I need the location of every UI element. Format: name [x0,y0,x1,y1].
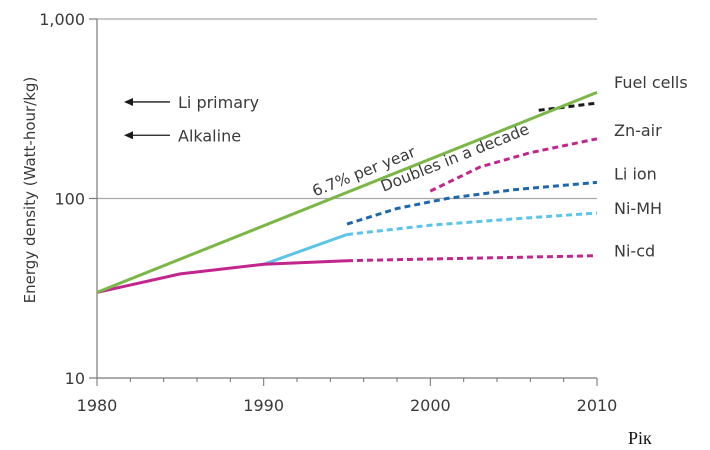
x-tick-label-2000: 2000 [410,396,451,415]
y-tick-label-100: 100 [54,190,85,209]
series-label-ni-mh: Ni-MH [614,199,662,218]
grid-layer [97,18,597,200]
series-segment-6 [96,259,348,294]
y-axis-title: Energy density (Watt-hour/kg) [21,77,39,304]
note-li-primary: Li primary [124,93,259,112]
x-tick-label-1990: 1990 [243,396,284,415]
series-label-zn-air: Zn-air [614,121,662,140]
note-label-alkaline: Alkaline [178,126,241,145]
y-tick-label-1000: 1,000 [39,10,85,29]
series-label-li-ion: Li ion [614,164,657,183]
series-ni-cd [346,254,598,263]
axis-layer: 10 100 1,000 1980 1990 2000 2010 [39,10,617,415]
note-label-li-primary: Li primary [178,93,259,112]
x-tick-label-2010: 2010 [577,396,618,415]
series-zn-air [429,137,598,193]
series-label-ni-cd: Ni-cd [614,242,655,261]
series-layer [96,91,598,294]
note-alkaline: Alkaline [124,126,241,145]
series-labels: Fuel cells Zn-air Li ion Ni-MH Ni-cd [614,73,688,261]
series-segment-7 [96,91,598,294]
x-axis-unit-label: Рік [628,428,652,448]
y-tick-label-10: 10 [65,369,85,388]
side-notes: Li primary Alkaline [124,93,259,145]
x-tick-label-1980: 1980 [77,396,118,415]
series-ni-mh [346,211,598,236]
arrow-head-icon [124,131,133,140]
series-label-fuel-cells: Fuel cells [614,73,688,92]
series-li-ion [346,180,598,226]
arrow-head-icon [124,97,133,106]
series-segment-5 [263,233,348,266]
